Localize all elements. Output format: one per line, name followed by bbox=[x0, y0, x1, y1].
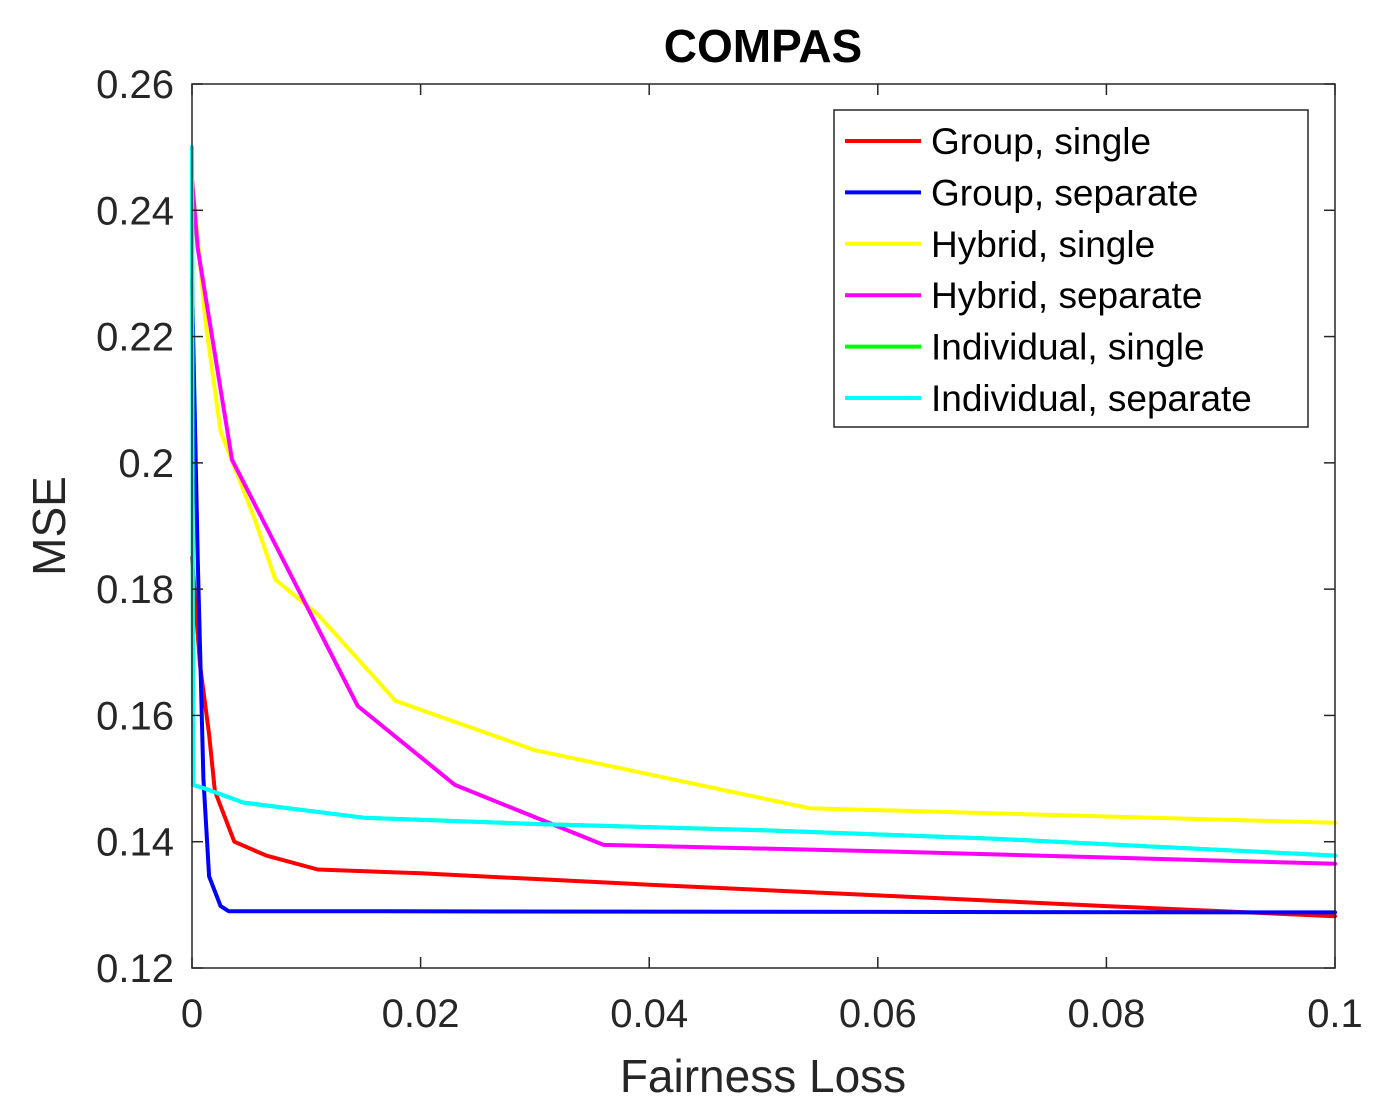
plot-area-frame bbox=[191, 83, 1336, 969]
x-tick-labels: 0 0.02 0.04 0.06 0.08 0.1 bbox=[181, 992, 1363, 1036]
x-tick-label-2: 0.04 bbox=[610, 992, 688, 1036]
y-axis-label: MSE bbox=[23, 476, 75, 576]
axis-ticks bbox=[191, 83, 1336, 969]
legend: Group, single Group, separate Hybrid, sing… bbox=[833, 109, 1309, 428]
legend-box bbox=[833, 109, 1309, 428]
x-tick-label-1: 0.02 bbox=[382, 992, 460, 1036]
legend-label-5: Individual, single bbox=[931, 327, 1205, 368]
y-tick-label-3: 0.18 bbox=[96, 568, 174, 612]
y-tick-label-5: 0.22 bbox=[96, 316, 174, 360]
legend-label-6: Individual, separate bbox=[931, 378, 1252, 419]
y-tick-labels: 0.12 0.14 0.16 0.18 0.2 0.22 0.24 0.26 bbox=[96, 63, 174, 991]
legend-label-1: Group, single bbox=[931, 121, 1151, 162]
legend-label-2: Group, separate bbox=[931, 172, 1198, 213]
y-tick-label-2: 0.16 bbox=[96, 694, 174, 738]
y-tick-label-7: 0.26 bbox=[96, 63, 174, 107]
y-tick-label-1: 0.14 bbox=[96, 821, 174, 865]
x-tick-label-0: 0 bbox=[181, 992, 203, 1036]
y-tick-label-0: 0.12 bbox=[96, 947, 174, 991]
x-axis-label: Fairness Loss bbox=[620, 1050, 906, 1102]
series-line-2 bbox=[190, 277, 1337, 915]
series-line-3 bbox=[190, 176, 1337, 825]
y-tick-label-6: 0.24 bbox=[96, 189, 174, 233]
x-tick-label-3: 0.06 bbox=[839, 992, 917, 1036]
series-line-4 bbox=[190, 176, 1337, 866]
x-tick-label-5: 0.1 bbox=[1307, 992, 1363, 1036]
series-line-6 bbox=[190, 145, 1337, 858]
chart-title: COMPAS bbox=[664, 20, 863, 72]
series-lines bbox=[190, 145, 1337, 919]
legend-label-4: Hybrid, separate bbox=[931, 275, 1202, 316]
x-tick-label-4: 0.08 bbox=[1067, 992, 1145, 1036]
y-tick-label-4: 0.2 bbox=[118, 442, 174, 486]
legend-label-3: Hybrid, single bbox=[931, 224, 1155, 265]
series-line-1 bbox=[190, 555, 1337, 919]
